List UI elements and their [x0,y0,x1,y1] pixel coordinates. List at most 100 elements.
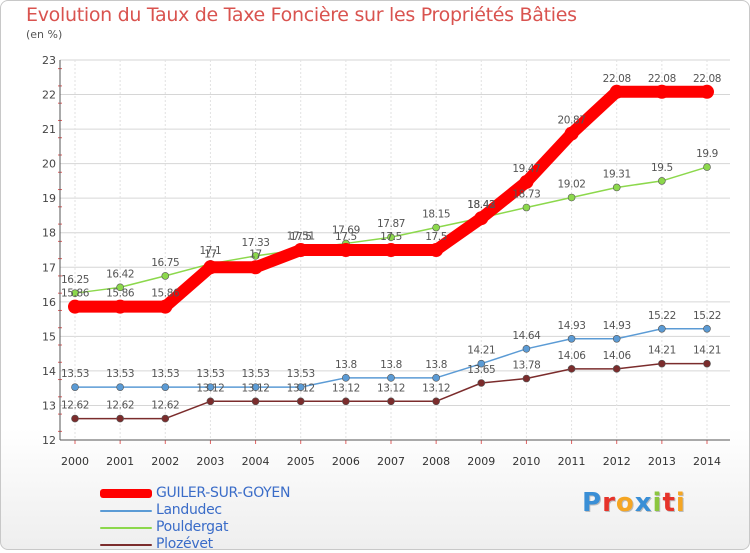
data-label: 14.93 [558,320,586,332]
data-label: 17.87 [377,218,405,230]
data-label: 12.62 [106,400,134,412]
data-label: 14.06 [603,350,632,362]
data-label: 17.5 [290,231,312,243]
x-tick-label: 2014 [693,455,721,468]
logo-letter: x [634,488,653,518]
data-point [68,299,82,314]
data-label: 18.73 [512,189,540,201]
data-point [700,84,714,99]
data-point [71,289,79,297]
data-label: 17.51 [287,231,315,243]
data-point [116,414,124,423]
x-tick-label: 2012 [603,455,631,468]
data-label: 13.12 [287,382,315,394]
data-label: 15.86 [61,288,90,300]
data-label: 16.42 [106,268,134,280]
data-label: 13.8 [335,359,357,371]
data-label: 17.5 [335,231,357,243]
data-label: 13.53 [196,368,224,380]
data-point [384,243,398,257]
data-point [432,397,440,406]
data-point [251,252,260,260]
data-point [477,359,486,368]
data-point [703,163,711,171]
data-label: 17.5 [380,231,402,243]
y-tick-label: 19 [42,192,56,205]
data-label: 13.12 [196,382,224,394]
y-tick-label: 21 [42,123,56,136]
logo-letter: r [602,488,616,518]
data-label: 17 [249,248,262,260]
data-label: 22.08 [603,73,631,85]
data-point [703,359,711,368]
data-point [161,383,170,391]
data-point [654,84,669,99]
logo-letter: o [615,488,635,518]
data-point [477,379,486,387]
data-label: 14.93 [603,320,631,332]
data-point [206,383,215,391]
y-tick-label: 14 [42,365,56,378]
legend-label: GUILER-SUR-GOYEN [156,485,291,501]
data-point [71,414,79,423]
y-tick-label: 13 [42,399,56,412]
data-label: 13.12 [242,382,270,394]
y-tick-label: 17 [42,261,56,274]
x-tick-label: 2001 [106,455,134,468]
x-tick-label: 2010 [512,455,540,468]
data-label: 16.25 [61,274,89,286]
data-label: 13.12 [377,382,405,394]
data-label: 12.62 [61,400,89,412]
data-point [432,223,440,232]
y-tick-label: 16 [42,296,56,309]
data-label: 13.8 [380,359,402,371]
logo-letter: t [662,488,676,518]
data-point [519,174,534,189]
y-tick-label: 20 [42,158,56,171]
data-label: 13.78 [512,360,540,372]
data-point [658,359,666,368]
data-point [432,374,440,382]
data-label: 13.53 [242,368,270,380]
data-label: 20.87 [558,115,586,127]
data-label: 22.08 [648,73,676,85]
data-point [429,243,444,257]
data-label: 22.08 [693,73,721,85]
data-label: 13.65 [467,364,495,376]
legend-label: Plozévet [156,536,213,552]
data-label: 13.53 [287,368,315,380]
data-point [609,84,624,99]
data-point [251,397,260,406]
x-tick-label: 2011 [558,455,586,468]
x-tick-label: 2002 [151,455,179,468]
data-point [161,272,170,280]
data-point [296,397,305,406]
legend-label: Landudec [156,502,222,518]
data-label: 13.53 [151,368,179,380]
x-tick-label: 2007 [377,455,405,468]
data-label: 14.64 [512,330,541,342]
data-label: 19.02 [558,178,586,190]
data-label: 14.21 [467,345,495,357]
x-tick-label: 2000 [61,455,89,468]
chart-title: Evolution du Taux de Taxe Foncière sur l… [26,4,577,26]
x-tick-label: 2003 [196,455,224,468]
legend-swatch [100,510,152,512]
data-label: 19.5 [651,162,673,174]
data-point [658,324,666,333]
data-label: 18.42 [467,199,495,211]
unit-note: (en %) [26,28,63,41]
data-point [293,243,308,257]
data-label: 15.22 [693,310,721,322]
data-point [248,260,263,275]
data-label: 19.9 [696,148,718,160]
data-label: 15.22 [648,310,676,322]
data-point [612,365,621,373]
data-point [161,414,170,423]
data-label: 15.86 [106,288,135,300]
legend-swatch [100,544,152,546]
y-tick-label: 12 [42,434,56,447]
data-point [113,299,128,314]
data-point [338,243,353,257]
